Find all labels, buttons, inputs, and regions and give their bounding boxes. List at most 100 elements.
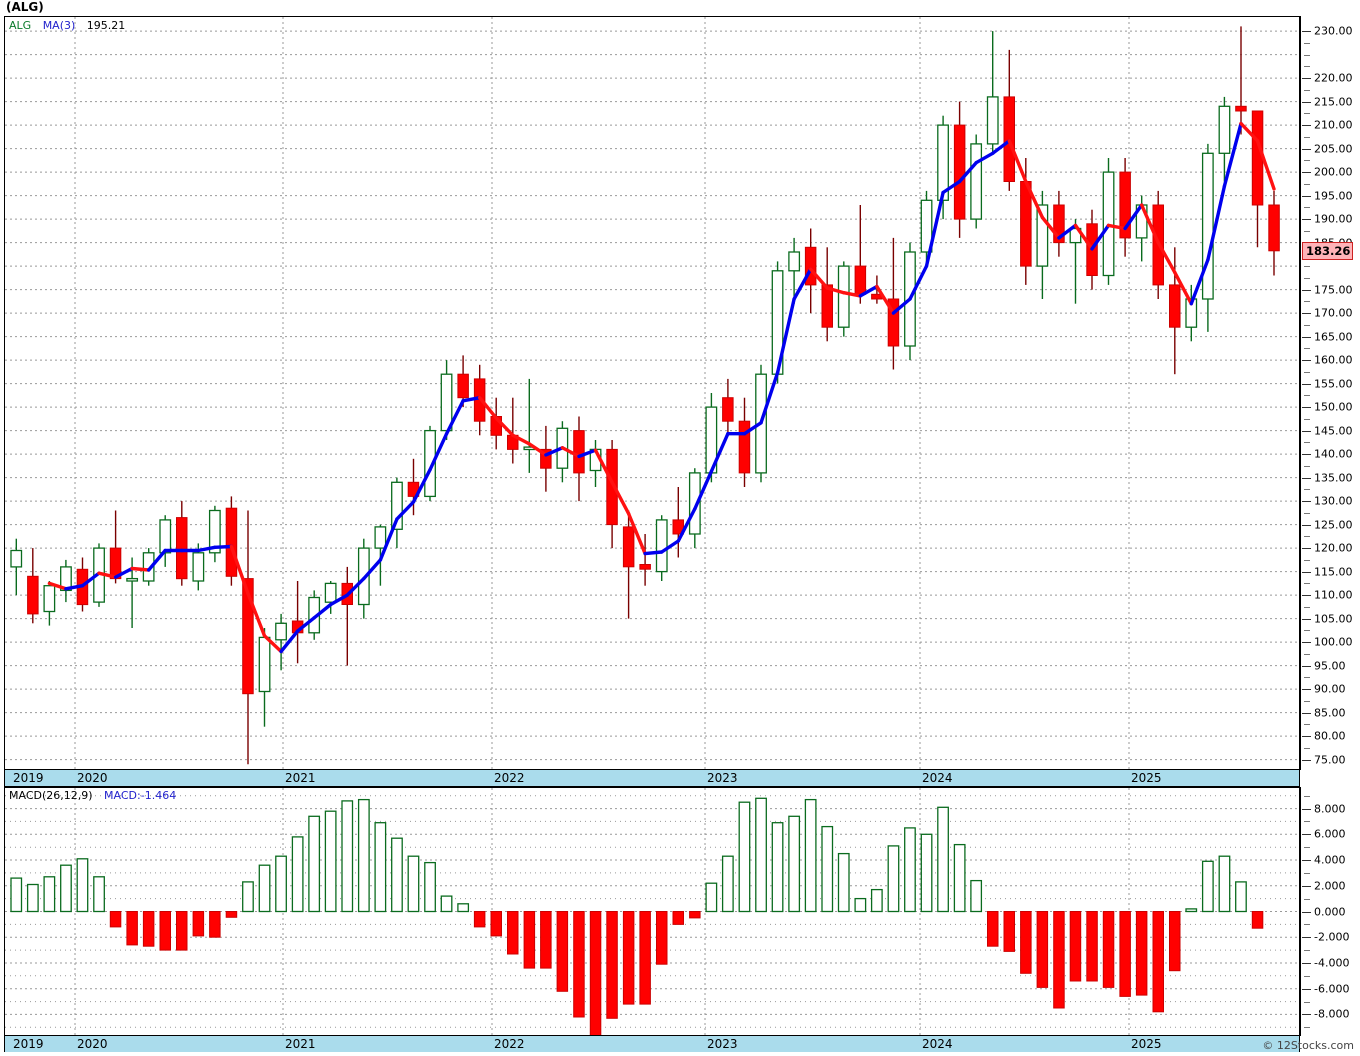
macd-bar [1069,911,1082,982]
macd-bar [738,801,751,913]
ma3-segment [362,558,383,581]
macd-tick-minor [1304,924,1310,926]
ma3-segment [759,370,780,425]
macd-bar [970,879,983,913]
price-tick-minor [1304,301,1310,303]
price-chart-panel[interactable]: ALG MA(3) 195.21 [4,16,1300,770]
ma3-segment [593,448,614,484]
price-tick-label: 85.00 [1314,706,1346,720]
price-tick-mark [1302,383,1311,385]
ma3-segment [1024,179,1045,220]
macd-bar [672,911,684,925]
macd-tick-mark [1302,885,1311,887]
ma3-segment [957,160,978,184]
ma3-segment [64,584,85,591]
price-tick-label: 165.00 [1314,330,1353,344]
price-tick-minor [1304,371,1310,373]
macd-bar [1169,911,1181,972]
price-tick-minor [1304,465,1310,467]
price-axis-bottom-rule [4,769,1300,770]
price-tick-minor [1304,583,1310,585]
macd-bar [1135,911,1148,996]
price-tick-mark [1304,266,1310,268]
price-gridlines [5,17,1299,769]
ma3-segment [411,468,432,504]
ma3-segment [1123,203,1144,231]
macd-bar [804,798,817,913]
macd-bar [1053,911,1065,1009]
macd-bar [771,822,784,913]
price-tick-mark [1302,289,1311,291]
price-tick-minor [1304,324,1310,326]
macd-bar [1185,908,1198,913]
macd-bar [308,815,321,913]
candle-body [176,517,188,580]
price-tick-mark [1302,454,1311,456]
macd-bar [656,911,668,965]
price-tick-label: 135.00 [1314,471,1353,485]
candle-body [43,585,56,613]
macd-bar [473,911,486,928]
price-tick-mark [1302,148,1311,150]
macd-bar [937,806,949,913]
macd-tick-mark [1302,808,1311,810]
macd-bar [854,897,867,913]
macd-bar [275,855,287,913]
ma3-segment [262,634,283,654]
candle-body [804,246,817,286]
ma3-segment [626,511,647,556]
macd-bar [176,911,188,951]
year-axis-macd: 2019 2020 2021 2022 2023 2024 2025 [4,1036,1300,1052]
price-tick-minor [1304,136,1310,138]
macd-chart-panel[interactable]: MACD(26,12,9) MACD:-1.464 [4,787,1300,1036]
candle-body [1235,105,1247,112]
ma3-segment [991,139,1011,156]
year-label-2019: 2019 [13,1037,44,1051]
price-tick-label: 105.00 [1314,612,1353,626]
macd-bar [788,815,801,913]
macd-axis-bottom-rule [4,1035,1300,1036]
candle-body [391,481,403,530]
price-tick-minor [1304,700,1310,702]
macd-bar [870,888,883,913]
macd-tick-label: -4.000 [1314,956,1350,970]
ma3-segment [461,396,482,403]
price-tick-label: 115.00 [1314,565,1353,579]
candle-body [887,298,900,347]
price-tick-minor [1304,677,1310,679]
ma3-segment [775,297,796,375]
macd-bar [573,911,585,1018]
price-tick-label: 120.00 [1314,541,1353,555]
macd-bar [705,882,718,913]
price-tick-mark [1302,548,1311,550]
macd-tick-label: 0.000 [1314,905,1346,918]
legend-symbol: ALG [9,19,32,32]
macd-bar [1152,911,1164,1013]
year-label-2024: 2024 [922,771,953,785]
ma3-segment [1007,139,1028,184]
price-tick-label: 210.00 [1314,118,1353,132]
macd-gridlines [5,788,1299,1035]
year-label-2020: 2020 [77,1037,108,1051]
macd-tick-label: -6.000 [1314,982,1350,996]
macd-bar [109,911,122,928]
macd-legend-label: MACD(26,12,9) [9,789,93,802]
price-tick-label: 75.00 [1314,753,1346,767]
macd-bar [76,858,89,913]
macd-tick-mark [1302,860,1311,861]
price-tick-mark [1302,571,1311,573]
ma3-segment [130,566,151,572]
ma3-segment [80,571,101,588]
ma3-segment [1222,121,1243,188]
ma3-segment [1255,139,1276,191]
macd-bar [507,911,519,955]
year-label-2024: 2024 [922,1037,953,1051]
macd-bar [1086,911,1098,982]
ma3-segment [246,591,267,638]
macd-bar [60,864,72,913]
ma3-segment [312,602,333,620]
macd-tick-label: 4.000 [1314,853,1346,867]
year-label-2019: 2019 [13,771,44,785]
year-band-bottom-rule [4,786,1300,787]
